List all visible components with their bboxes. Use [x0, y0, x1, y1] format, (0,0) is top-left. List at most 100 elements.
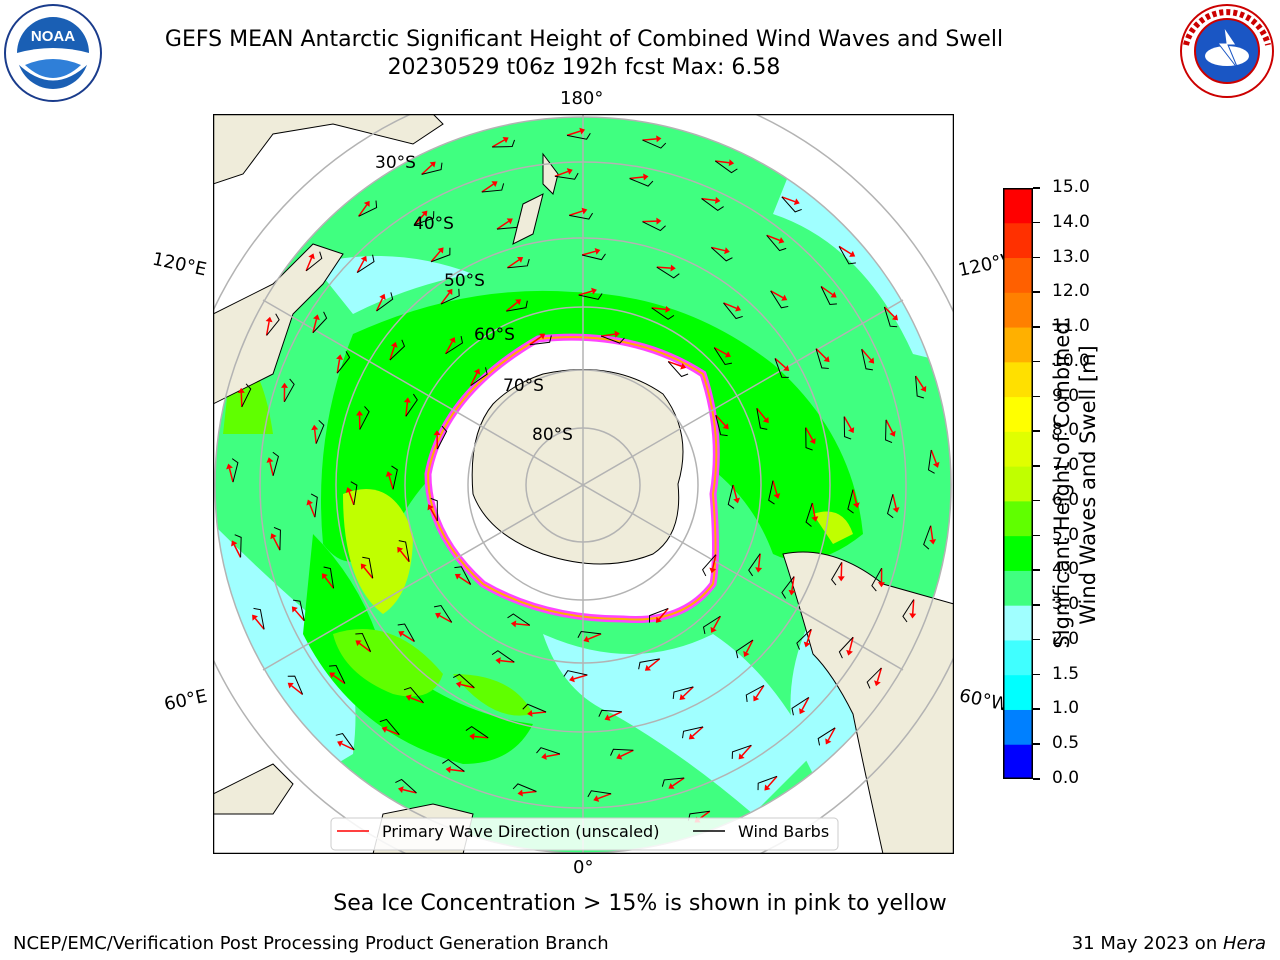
lon-label-120e: 120°E — [150, 248, 209, 281]
wind-barb — [713, 347, 733, 366]
lat-label-80s: 80°S — [532, 425, 573, 445]
wave-direction-arrow — [672, 777, 685, 787]
wave-direction-arrow — [429, 508, 439, 522]
wave-direction-arrow — [450, 768, 465, 773]
colorbar-tick-mark — [1033, 221, 1040, 224]
wind-barb — [768, 480, 775, 505]
wave-direction-arrow — [491, 139, 505, 148]
colorbar-tick-label: 4.0 — [1052, 559, 1080, 580]
wind-barb — [702, 554, 717, 577]
wind-barb — [715, 415, 728, 437]
wind-barb — [536, 747, 561, 755]
wave-direction-arrow — [305, 257, 313, 272]
wave-direction-arrowhead — [591, 287, 597, 295]
wind-barb — [770, 290, 789, 309]
wave-direction-arrowhead — [877, 582, 885, 588]
wave-direction-arrow — [667, 360, 682, 367]
wave-direction-arrow — [770, 290, 784, 299]
wave-direction-arrow — [265, 321, 270, 336]
wave-direction-arrow — [439, 614, 453, 624]
wave-direction-arrowhead — [449, 337, 456, 344]
wind-barb — [820, 286, 837, 305]
wave-direction-arrow — [458, 576, 472, 586]
colorbar-tick-label: 1.5 — [1052, 663, 1080, 684]
wind-barb — [433, 604, 453, 623]
wind-barb — [847, 489, 854, 514]
wind-barb — [305, 251, 323, 272]
wave-direction-arrowhead — [421, 210, 428, 217]
wind-barb — [701, 198, 724, 211]
wave-direction-arrow — [228, 468, 234, 483]
colorbar-swatch — [1003, 466, 1033, 502]
wave-direction-arrow — [440, 292, 450, 305]
wave-direction-arrow — [929, 525, 934, 540]
wave-direction-arrowhead — [680, 362, 687, 370]
wind-barb — [379, 718, 400, 736]
wave-direction-arrowhead — [846, 649, 853, 656]
wave-direction-arrowhead — [668, 782, 675, 789]
wind-barb — [234, 534, 242, 558]
wave-direction-arrow — [430, 250, 441, 263]
wave-direction-arrowhead — [874, 680, 881, 687]
wind-barb — [266, 313, 280, 336]
colorbar-tick-mark — [1033, 360, 1040, 363]
wave-direction-arrowhead — [427, 504, 434, 511]
wind-barb — [231, 458, 239, 483]
colorbar-tick-mark — [1033, 743, 1040, 745]
polar-map: 30°S 40°S 50°S 60°S 70°S 80°S Primary Wa… — [213, 114, 954, 854]
wave-direction-arrowhead — [593, 795, 600, 802]
wave-direction-arrowhead — [733, 497, 741, 504]
wind-barb — [815, 348, 829, 369]
wind-barb — [492, 139, 516, 148]
wave-direction-arrow — [772, 480, 778, 495]
wind-barb — [923, 525, 932, 550]
wave-direction-arrow — [356, 259, 365, 273]
wave-direction-arrowhead — [469, 732, 475, 740]
wave-direction-arrowhead — [266, 457, 274, 463]
wave-direction-arrow — [336, 359, 341, 374]
wave-direction-arrow — [692, 726, 704, 737]
colorbar-swatch — [1003, 327, 1033, 363]
wind-barb — [445, 335, 464, 355]
wave-direction-arrowhead — [379, 293, 386, 300]
wave-direction-arrow — [608, 711, 623, 719]
wind-barb — [335, 733, 355, 751]
wave-direction-arrow — [481, 183, 494, 193]
wind-barb — [241, 383, 252, 408]
colorbar-swatch — [1003, 744, 1033, 779]
wave-direction-arrow — [723, 302, 737, 310]
colorbar-tick-label: 9.0 — [1052, 385, 1080, 406]
colorbar-tick-mark — [1033, 465, 1040, 467]
colorbar-swatch — [1003, 500, 1033, 537]
colorbar-tick-mark — [1033, 430, 1040, 432]
wave-direction-arrow — [587, 633, 602, 640]
wave-direction-arrowhead — [722, 423, 729, 430]
wind-barb — [600, 335, 625, 344]
wind-barb — [414, 211, 435, 226]
wind-barb — [436, 425, 448, 450]
wave-direction-arrow — [885, 419, 894, 433]
footer-branch: NCEP/EMC/Verification Post Processing Pr… — [13, 933, 609, 954]
wave-direction-arrowhead — [381, 726, 388, 733]
wave-direction-arrow — [757, 553, 761, 568]
wave-direction-arrowhead — [360, 563, 367, 570]
legend-wave-label: Primary Wave Direction (unscaled) — [382, 822, 659, 841]
wind-barb — [871, 567, 883, 592]
wind-barb — [312, 311, 328, 334]
wind-barb — [355, 633, 372, 652]
wave-direction-arrow — [892, 494, 897, 509]
wind-barb — [711, 247, 733, 262]
wave-direction-arrowhead — [644, 664, 651, 671]
svg-text:NOAA: NOAA — [31, 28, 75, 45]
wind-barb — [315, 419, 325, 444]
wave-direction-arrowhead — [849, 250, 856, 257]
wave-direction-arrow — [341, 743, 355, 751]
sea-ice-note: Sea Ice Concentration > 15% is shown in … — [333, 891, 947, 916]
wave-direction-arrow — [756, 407, 767, 420]
wave-direction-arrowhead — [491, 181, 498, 188]
wave-direction-arrowhead — [670, 264, 676, 272]
wave-direction-arrowhead — [355, 640, 362, 647]
wind-barb — [656, 266, 680, 279]
wind-barb — [577, 631, 602, 638]
wind-barb — [358, 200, 378, 217]
